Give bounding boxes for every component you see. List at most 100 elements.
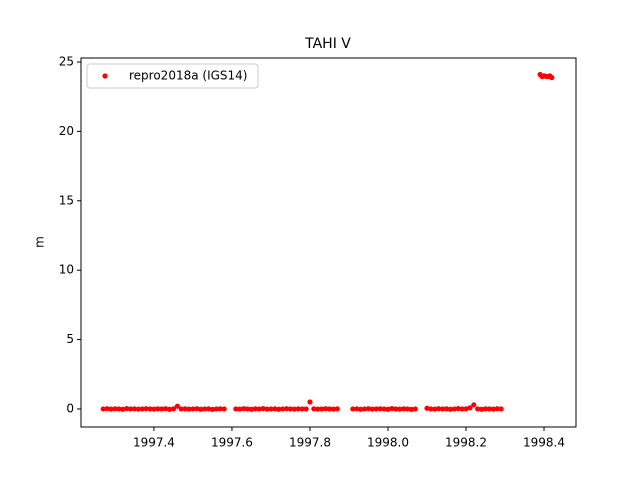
point	[252, 406, 258, 412]
point	[213, 406, 219, 412]
point	[139, 406, 145, 412]
point	[166, 406, 173, 412]
point	[439, 406, 446, 412]
point	[209, 406, 216, 412]
point	[295, 406, 301, 412]
y-tick-label: 15	[59, 193, 74, 207]
point	[260, 405, 266, 412]
point	[108, 406, 114, 412]
point	[432, 406, 438, 412]
y-tick-label: 5	[66, 332, 74, 346]
point	[155, 406, 161, 412]
point	[311, 406, 317, 412]
x-tick-label: 1997.4	[133, 436, 175, 450]
point	[276, 406, 282, 412]
point	[455, 405, 461, 412]
point	[143, 406, 149, 412]
point	[163, 406, 169, 412]
x-tick-label: 1997.6	[211, 436, 253, 450]
point	[147, 406, 153, 412]
point	[428, 406, 434, 412]
point	[256, 406, 262, 412]
point	[471, 402, 477, 408]
point	[127, 406, 134, 412]
point	[482, 406, 489, 412]
point	[100, 406, 106, 412]
point	[182, 406, 188, 412]
legend-marker	[102, 73, 108, 79]
point	[248, 406, 255, 412]
point	[424, 405, 430, 411]
point	[272, 406, 278, 412]
point	[381, 406, 387, 412]
point	[178, 406, 184, 412]
point	[436, 406, 442, 412]
y-tick-label: 20	[59, 124, 74, 138]
point	[494, 406, 500, 412]
point	[467, 405, 473, 411]
point	[303, 406, 309, 412]
point	[490, 406, 496, 412]
point	[358, 406, 364, 412]
point	[159, 406, 165, 412]
point	[112, 406, 118, 412]
y-tick-label: 10	[59, 263, 74, 277]
point	[120, 406, 126, 412]
point	[397, 406, 403, 412]
point	[373, 406, 379, 412]
point	[280, 406, 286, 412]
point	[326, 406, 333, 412]
point	[385, 406, 391, 412]
point	[408, 406, 414, 412]
point	[186, 406, 192, 412]
point	[447, 406, 453, 412]
point	[198, 406, 204, 412]
point	[319, 406, 325, 412]
point	[350, 406, 356, 412]
point	[237, 406, 243, 412]
x-tick-label: 1997.8	[289, 436, 331, 450]
point	[116, 406, 122, 412]
point	[135, 406, 141, 412]
point	[412, 406, 418, 412]
point	[264, 406, 270, 412]
point	[361, 406, 368, 412]
point	[190, 406, 196, 412]
point	[486, 406, 493, 412]
point	[451, 406, 457, 412]
point	[283, 406, 290, 412]
point	[233, 406, 239, 412]
point	[104, 406, 110, 412]
point	[334, 406, 340, 412]
point	[170, 406, 177, 412]
point	[241, 406, 247, 412]
point	[221, 406, 227, 412]
point	[377, 406, 383, 412]
point	[194, 406, 200, 412]
point	[404, 406, 411, 412]
x-tick-label: 1998.2	[445, 436, 487, 450]
point	[389, 405, 395, 412]
point	[244, 406, 251, 412]
point	[291, 406, 297, 412]
y-tick-label: 0	[66, 401, 74, 415]
plot-frame	[80, 57, 577, 428]
chart-title: TAHI V	[304, 36, 351, 52]
point	[479, 406, 485, 412]
point	[307, 399, 313, 405]
point	[268, 406, 274, 412]
legend-label: repro2018a (IGS14)	[129, 69, 247, 83]
legend-box	[86, 63, 259, 89]
x-tick-label: 1998.4	[523, 436, 565, 450]
point	[393, 406, 399, 412]
y-axis-label: m	[33, 236, 47, 248]
point	[400, 406, 407, 412]
point	[498, 406, 504, 412]
point	[131, 406, 138, 412]
point	[354, 406, 360, 412]
point	[205, 406, 212, 412]
x-tick-label: 1998.0	[367, 436, 409, 450]
point	[287, 406, 294, 412]
y-tick-label: 25	[59, 55, 74, 69]
point	[202, 406, 208, 412]
